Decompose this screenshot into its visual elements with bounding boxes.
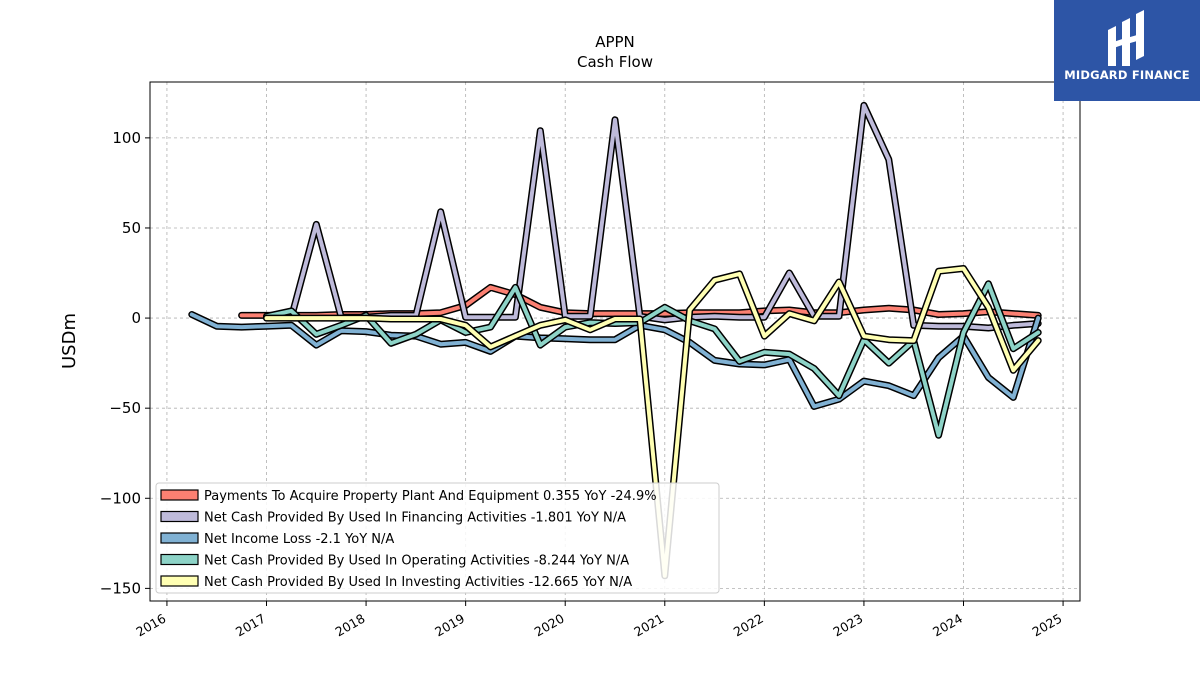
x-tick-label: 2020 [532, 611, 567, 640]
series-line-2 [189, 312, 1041, 409]
legend: Payments To Acquire Property Plant And E… [155, 482, 720, 594]
legend-swatch [160, 510, 199, 523]
x-tick-label: 2018 [333, 611, 368, 640]
series-outline-1 [263, 101, 1042, 332]
legend-entry: Payments To Acquire Property Plant And E… [204, 489, 657, 504]
y-tick-label: 50 [122, 219, 141, 237]
series-line-1 [264, 103, 1041, 330]
legend-swatch [160, 489, 199, 501]
chart-subtitle: Cash Flow [577, 53, 653, 71]
y-tick-label: −100 [100, 489, 141, 507]
x-tick-label: 2016 [133, 611, 168, 640]
x-tick-label: 2024 [930, 611, 965, 640]
brand-mark-icon [1108, 10, 1144, 66]
y-tick-label: 100 [112, 129, 141, 147]
y-tick-label: 0 [131, 309, 141, 327]
x-tick-label: 2022 [731, 611, 766, 640]
x-tick-label: 2025 [1030, 611, 1065, 640]
y-axis: −150 −100 −50 0 50 100 [100, 129, 150, 597]
legend-entry: Net Cash Provided By Used In Operating A… [204, 554, 629, 569]
legend-entry: Net Cash Provided By Used In Financing A… [204, 511, 626, 526]
series-line-4 [264, 266, 1041, 578]
legend-swatch [160, 575, 199, 587]
legend-entry: Net Income Loss -2.1 YoY N/A [204, 532, 394, 547]
plot-frame [149, 81, 1081, 602]
x-tick-label: 2019 [432, 611, 467, 640]
legend-entry: Net Cash Provided By Used In Investing A… [204, 575, 632, 590]
chart-title: APPN [595, 33, 635, 51]
y-tick-label: −50 [109, 399, 141, 417]
x-tick-label: 2021 [631, 611, 666, 640]
y-tick-label: −150 [100, 579, 141, 597]
series-layer [188, 101, 1042, 580]
brand-logo: MIDGARD FINANCE [1054, 0, 1200, 101]
brand-name: MIDGARD FINANCE [1064, 68, 1190, 82]
x-axis: 2016 2017 2018 2019 2020 2021 2022 2023 2024 2025 [133, 601, 1065, 640]
legend-swatch [160, 553, 199, 566]
y-axis-label: USDm [59, 313, 80, 369]
x-tick-label: 2017 [233, 611, 268, 640]
legend-box [155, 482, 720, 594]
legend-swatch [160, 532, 199, 544]
series-line-3 [264, 281, 1041, 438]
x-tick-label: 2023 [830, 611, 865, 640]
